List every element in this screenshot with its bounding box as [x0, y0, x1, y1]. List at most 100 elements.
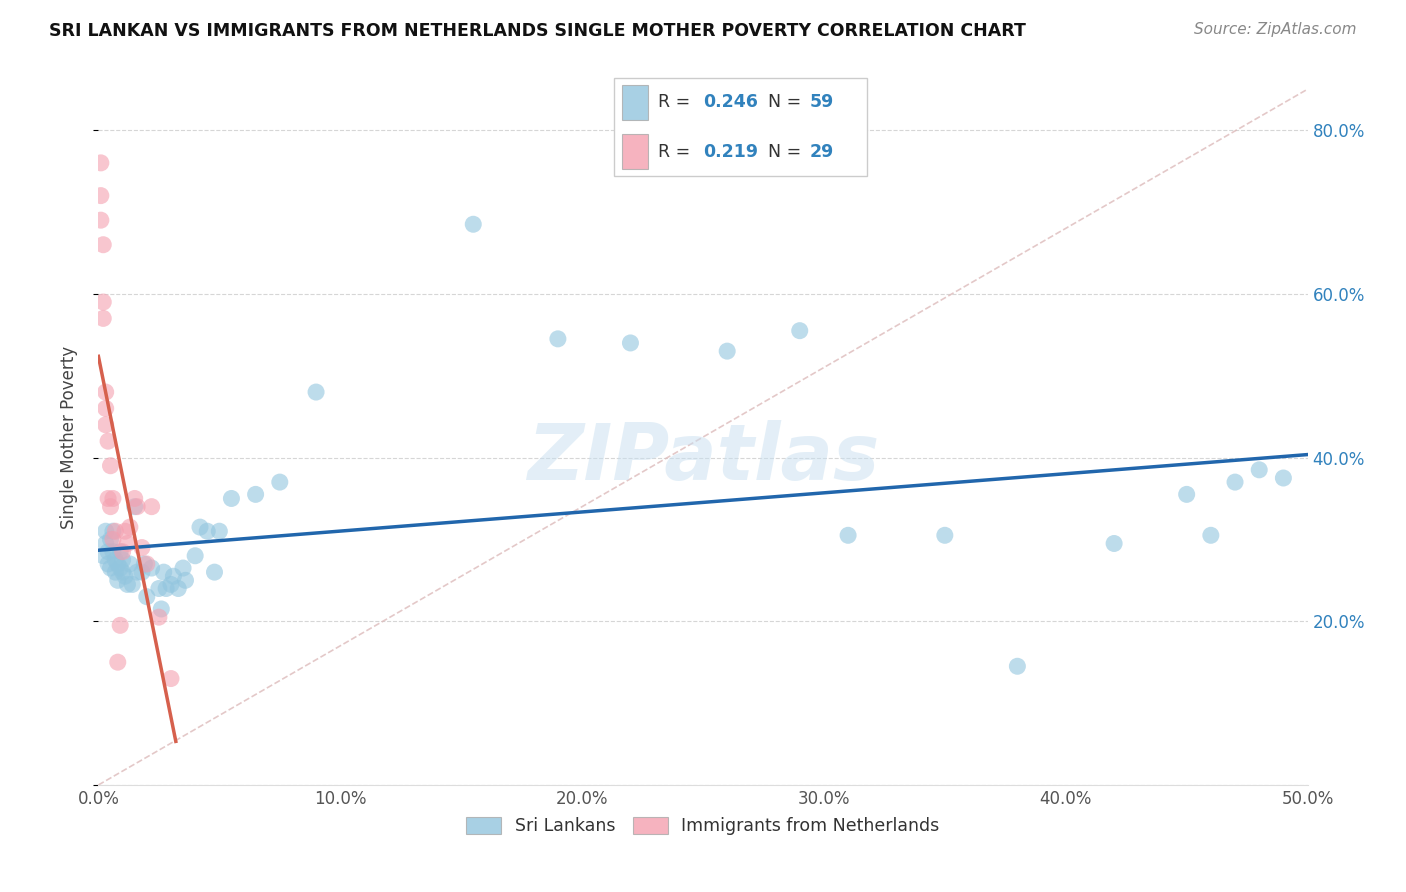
Point: [90, 188, 112, 202]
Text: 0.219: 0.219: [703, 143, 758, 161]
Point: [619, 335, 641, 350]
Point: [91, 549, 114, 563]
Bar: [621, 85, 648, 120]
Point: [174, 574, 197, 588]
Point: [305, 385, 328, 400]
Point: [101, 491, 124, 506]
Point: [94, 417, 117, 432]
Text: 0.246: 0.246: [703, 94, 758, 112]
Point: [104, 524, 127, 539]
Point: [117, 577, 139, 591]
Point: [167, 582, 190, 596]
Text: 59: 59: [810, 94, 834, 112]
Point: [97, 557, 120, 571]
Point: [94, 524, 117, 539]
Point: [111, 544, 134, 558]
Point: [269, 475, 291, 489]
Point: [100, 533, 122, 547]
Point: [101, 524, 124, 539]
Point: [90, 213, 112, 227]
Point: [108, 618, 131, 632]
Point: [97, 544, 120, 558]
Point: [94, 536, 117, 550]
Point: [100, 561, 122, 575]
Point: [108, 561, 131, 575]
Point: [135, 557, 157, 571]
Point: [97, 434, 120, 449]
Point: [188, 520, 211, 534]
Point: [124, 500, 146, 514]
Point: [184, 549, 207, 563]
Point: [118, 557, 141, 571]
Point: [91, 295, 114, 310]
Point: [155, 582, 177, 596]
Point: [100, 500, 122, 514]
Point: [135, 590, 157, 604]
Point: [837, 528, 859, 542]
Text: N =: N =: [768, 94, 807, 112]
Text: Source: ZipAtlas.com: Source: ZipAtlas.com: [1194, 22, 1357, 37]
Point: [1007, 659, 1029, 673]
Point: [94, 401, 117, 416]
Point: [131, 541, 153, 555]
Point: [118, 520, 141, 534]
Point: [1272, 471, 1295, 485]
Point: [107, 574, 129, 588]
Legend: Sri Lankans, Immigrants from Netherlands: Sri Lankans, Immigrants from Netherlands: [460, 810, 946, 842]
Point: [148, 610, 170, 624]
Point: [789, 324, 811, 338]
Text: 29: 29: [810, 143, 834, 161]
Point: [134, 557, 156, 571]
Point: [1249, 463, 1271, 477]
Point: [107, 655, 129, 669]
Text: R =: R =: [658, 143, 696, 161]
Point: [111, 553, 134, 567]
Y-axis label: Single Mother Poverty: Single Mother Poverty: [59, 345, 77, 529]
Point: [204, 565, 226, 579]
Point: [114, 569, 136, 583]
Point: [245, 487, 267, 501]
Point: [208, 524, 231, 539]
Point: [104, 565, 127, 579]
Point: [101, 533, 124, 547]
Point: [160, 672, 183, 686]
Text: SRI LANKAN VS IMMIGRANTS FROM NETHERLANDS SINGLE MOTHER POVERTY CORRELATION CHAR: SRI LANKAN VS IMMIGRANTS FROM NETHERLAND…: [49, 22, 1026, 40]
Point: [221, 491, 243, 506]
Point: [127, 500, 149, 514]
Point: [1223, 475, 1246, 489]
Point: [150, 602, 173, 616]
Point: [141, 561, 163, 575]
Point: [547, 332, 569, 346]
Point: [121, 577, 143, 591]
Point: [97, 491, 120, 506]
Point: [463, 217, 485, 231]
Point: [716, 344, 738, 359]
Point: [1175, 487, 1198, 501]
Point: [91, 237, 114, 252]
Point: [108, 544, 131, 558]
Point: [934, 528, 956, 542]
Point: [100, 458, 122, 473]
Bar: [621, 135, 648, 169]
Point: [101, 544, 124, 558]
Point: [94, 385, 117, 400]
Point: [104, 553, 127, 567]
Text: N =: N =: [768, 143, 807, 161]
Point: [152, 565, 174, 579]
Point: [1199, 528, 1222, 542]
Point: [91, 311, 114, 326]
Point: [160, 577, 183, 591]
Point: [107, 557, 129, 571]
FancyBboxPatch shape: [614, 78, 866, 177]
Point: [114, 524, 136, 539]
Text: ZIPatlas: ZIPatlas: [527, 420, 879, 496]
Point: [127, 565, 149, 579]
Point: [195, 524, 218, 539]
Point: [1102, 536, 1125, 550]
Point: [148, 582, 170, 596]
Point: [90, 156, 112, 170]
Point: [117, 536, 139, 550]
Point: [111, 565, 134, 579]
Text: R =: R =: [658, 94, 696, 112]
Point: [124, 491, 146, 506]
